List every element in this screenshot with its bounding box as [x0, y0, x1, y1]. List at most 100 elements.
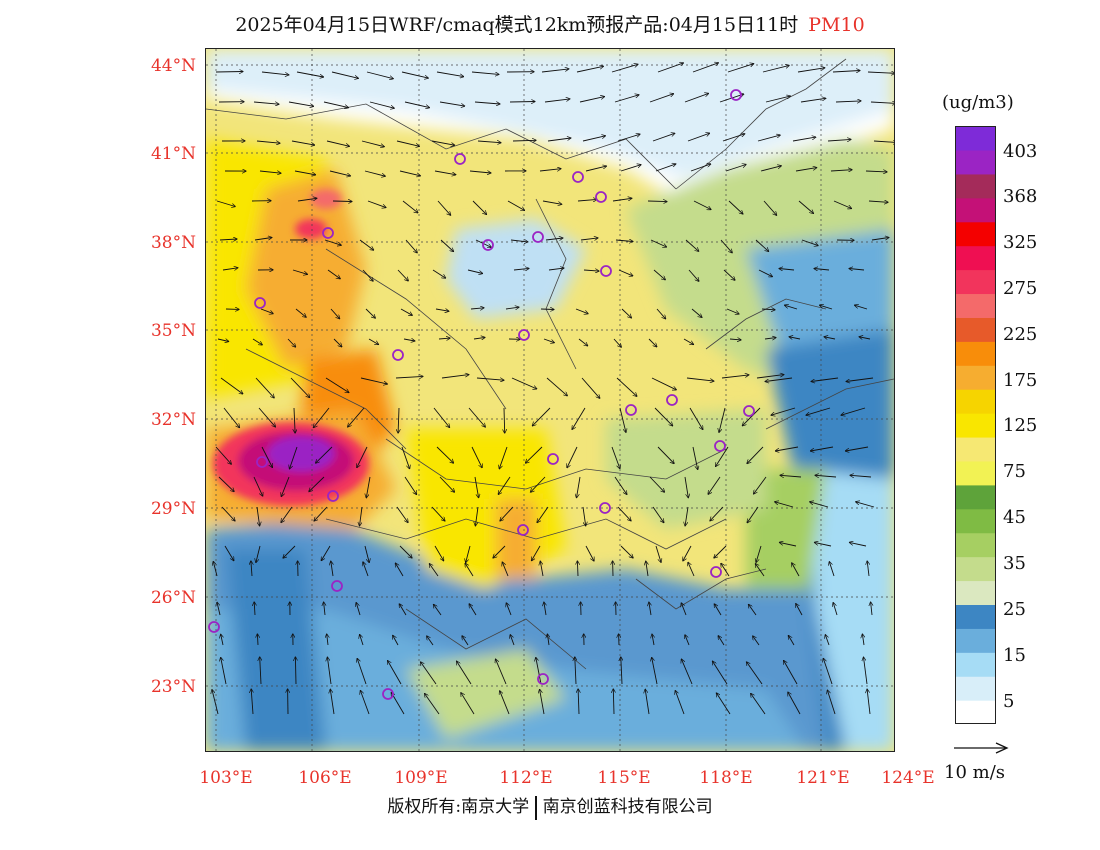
wind-arrow — [506, 603, 512, 616]
wind-arrow — [251, 689, 253, 715]
wind-arrow — [223, 407, 240, 428]
wind-arrow — [369, 101, 394, 108]
wind-arrow — [313, 407, 330, 428]
colorbar-box — [955, 580, 996, 605]
wind-arrow — [362, 269, 373, 281]
wind-arrow — [218, 476, 234, 492]
wind-arrow — [309, 476, 325, 492]
wind-arrow — [760, 166, 781, 172]
wind-arrow — [613, 689, 614, 715]
wind-arrow — [747, 446, 764, 464]
wind-arrow — [360, 506, 363, 526]
wind-arrow — [688, 562, 695, 577]
wind-arrow — [582, 506, 586, 526]
wind-arrow — [685, 635, 690, 646]
pm10-map — [206, 49, 894, 751]
map-panel — [205, 48, 895, 752]
wind-arrow — [256, 506, 260, 526]
colorbar-label: 275 — [1003, 278, 1038, 299]
wind-arrow — [393, 635, 399, 646]
wind-arrow — [396, 506, 408, 523]
wind-arrow — [401, 71, 428, 78]
wind-arrow — [433, 407, 450, 428]
wind-arrow — [212, 690, 219, 715]
station-marker — [392, 349, 404, 361]
wind-arrow — [213, 562, 218, 577]
wind-arrow — [657, 63, 683, 73]
wind-arrow — [221, 634, 223, 646]
wind-arrow — [219, 239, 237, 240]
colorbar-label: 175 — [1003, 370, 1038, 391]
wind-arrow — [615, 240, 633, 242]
wind-arrow — [567, 446, 578, 468]
wind-arrow — [469, 604, 477, 616]
wind-arrow — [577, 199, 597, 201]
station-marker — [208, 621, 220, 633]
wind-arrow — [751, 694, 766, 715]
wind-arrow — [647, 201, 667, 202]
wind-arrow — [504, 407, 505, 433]
wind-arrow — [287, 338, 296, 347]
wind-arrow — [473, 337, 485, 339]
colorbar-label: 225 — [1003, 324, 1038, 345]
wind-arrow — [613, 338, 621, 347]
wind-arrow — [468, 407, 485, 427]
colorbar-box — [955, 532, 996, 558]
wind-arrow — [288, 101, 314, 106]
wind-arrow — [290, 377, 310, 398]
wind-arrow — [465, 563, 474, 577]
wind-arrow — [583, 270, 599, 271]
wind-arrow — [779, 542, 797, 547]
wind-arrow — [253, 476, 263, 496]
wind-arrow — [366, 71, 393, 79]
wind-arrow — [718, 636, 725, 646]
wind-arrow — [399, 170, 420, 176]
wind-arrow — [646, 561, 648, 577]
wind-arrow — [575, 657, 576, 685]
wind-arrow — [577, 476, 581, 498]
station-marker — [710, 566, 722, 578]
wind-arrow — [215, 446, 231, 464]
wind-arrow — [440, 239, 454, 252]
lat-tick-label: 35°N — [150, 321, 196, 341]
wind-vectors — [212, 63, 894, 715]
colorbar-box — [955, 676, 996, 701]
wind-arrow — [867, 72, 894, 73]
wind-arrow — [540, 561, 544, 577]
station-marker — [454, 153, 466, 165]
wind-arrow — [283, 545, 296, 558]
lat-tick-label: 32°N — [150, 410, 196, 430]
wind-arrow — [833, 603, 838, 616]
wind-arrow — [621, 657, 622, 685]
lon-tick-label: 103°E — [199, 768, 253, 788]
lat-tick-label: 26°N — [150, 588, 196, 608]
wind-arrow — [841, 407, 866, 415]
wind-arrow — [654, 407, 673, 426]
wind-arrow — [220, 377, 243, 394]
wind-arrow — [829, 562, 835, 577]
wind-arrow — [655, 164, 676, 172]
lat-tick-label: 23°N — [150, 677, 196, 697]
wind-arrow — [784, 661, 798, 685]
wind-arrow — [540, 689, 545, 715]
wind-arrow — [500, 691, 510, 715]
wind-arrow — [765, 96, 790, 103]
wind-arrow — [401, 446, 410, 469]
wind-arrow — [329, 170, 350, 176]
wind-arrow — [801, 239, 818, 246]
wind-arrow — [281, 476, 290, 497]
wind-arrow — [429, 564, 439, 577]
wind-arrow — [540, 309, 554, 310]
wind-arrow — [441, 375, 469, 379]
wind-arrow — [850, 475, 872, 477]
station-marker — [599, 502, 611, 514]
wind-arrow — [404, 101, 429, 108]
wind-arrow — [572, 407, 586, 429]
wind-arrow — [720, 239, 732, 253]
colorbar-box — [955, 652, 996, 677]
wind-arrow — [222, 268, 238, 270]
wind-arrow — [756, 375, 784, 379]
wind-arrow — [723, 269, 735, 280]
station-marker — [547, 453, 559, 465]
colorbar-label: 15 — [1003, 645, 1026, 666]
